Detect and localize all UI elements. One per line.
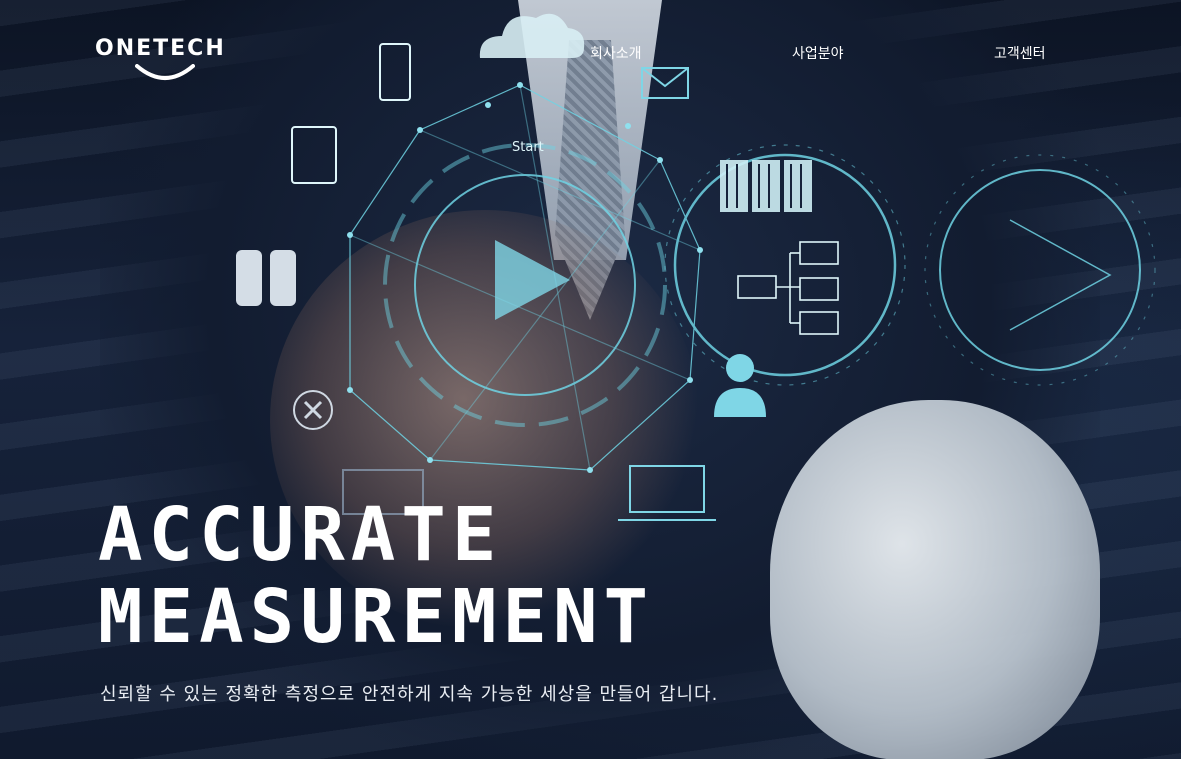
nav-item-support[interactable]: 고객센터	[994, 46, 1046, 62]
play-ring	[414, 174, 636, 396]
headline-line-2: MEASUREMENT	[98, 574, 655, 660]
hero-subtitle: 신뢰할 수 있는 정확한 측정으로 안전하게 지속 가능한 세상을 만들어 갑니…	[100, 684, 719, 705]
network-ring	[673, 153, 897, 377]
safety-helmet	[770, 400, 1100, 759]
network-icon	[737, 241, 839, 335]
user-icon	[714, 354, 766, 417]
tablet-icon	[291, 126, 337, 184]
phone-icon	[379, 43, 411, 101]
headline-line-1: ACCURATE	[98, 492, 503, 578]
logo-text: ONETECH	[95, 36, 226, 61]
cloud-icon	[479, 13, 585, 58]
database-icon	[236, 250, 296, 306]
mail-icon	[641, 67, 689, 99]
start-label: Start	[512, 140, 544, 155]
laptop-icon	[618, 465, 716, 521]
server-icon	[720, 160, 812, 212]
nav-item-business[interactable]: 사업분야	[792, 46, 844, 62]
arrow-ring	[939, 169, 1141, 371]
main-nav: 회사소개 사업분야 고객센터	[0, 43, 1181, 63]
pointing-hand	[270, 210, 700, 630]
hero-headline: ACCURATE MEASUREMENT	[98, 498, 654, 654]
network-polygon	[349, 84, 701, 471]
logo-smile-icon	[135, 64, 195, 80]
close-circle-icon	[293, 390, 333, 430]
nav-item-company[interactable]: 회사소개	[590, 46, 642, 62]
monitor-icon	[342, 469, 424, 515]
play-icon	[495, 240, 570, 320]
brand-logo[interactable]: ONETECH	[95, 36, 240, 86]
